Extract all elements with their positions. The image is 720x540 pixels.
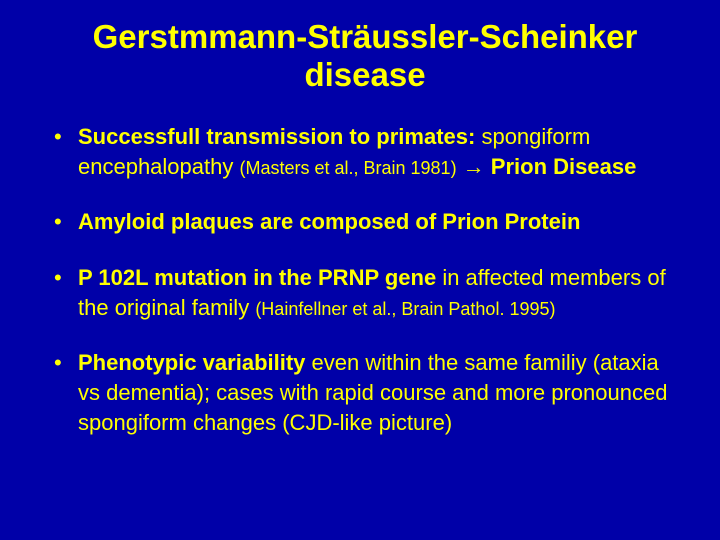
title-line-1: Gerstmmann-Sträussler-Scheinker <box>93 18 638 55</box>
bullet-1-bold: Successfull transmission to primates: <box>78 124 475 149</box>
arrow-icon: → <box>457 154 491 179</box>
bullet-1-cite: (Masters et al., Brain 1981) <box>239 158 456 178</box>
bullet-2-bold: Amyloid plaques are composed of Prion Pr… <box>78 209 580 234</box>
slide: Gerstmmann-Sträussler-Scheinker disease … <box>0 0 720 540</box>
bullet-4-bold: Phenotypic variability <box>78 350 305 375</box>
bullet-3-bold: P 102L mutation in the PRNP gene <box>78 265 436 290</box>
bullet-3-cite: (Hainfellner et al., Brain Pathol. 1995) <box>255 299 555 319</box>
bullet-1-bold-2: Prion Disease <box>491 154 637 179</box>
title-line-2: disease <box>304 56 425 93</box>
bullet-3: P 102L mutation in the PRNP gene in affe… <box>50 263 680 322</box>
slide-title: Gerstmmann-Sträussler-Scheinker disease <box>50 18 680 94</box>
bullet-2: Amyloid plaques are composed of Prion Pr… <box>50 207 680 237</box>
bullet-list: Successfull transmission to primates: sp… <box>50 122 680 438</box>
bullet-4: Phenotypic variability even within the s… <box>50 348 680 437</box>
bullet-1: Successfull transmission to primates: sp… <box>50 122 680 181</box>
